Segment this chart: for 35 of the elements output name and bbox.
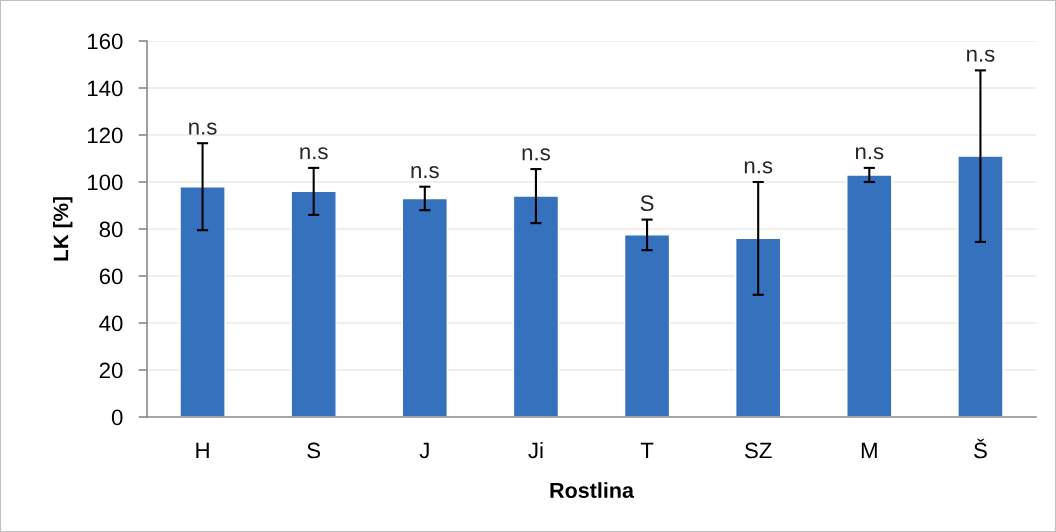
x-tick-label: M <box>861 442 877 459</box>
x-tick-label: T <box>640 442 654 459</box>
x-tick-label: Ji <box>528 442 543 459</box>
bar <box>179 186 226 417</box>
x-tick-label: J <box>419 442 429 459</box>
annotation: n.s <box>855 147 884 160</box>
y-tick-label: 60 <box>99 268 123 285</box>
annotation: n.s <box>189 122 217 135</box>
bar <box>957 155 1004 417</box>
bar <box>623 234 671 417</box>
annotation: n.s <box>967 49 995 62</box>
bar <box>512 195 560 417</box>
y-tick-label: 80 <box>99 221 123 238</box>
x-axis-title: Rostlina <box>550 482 635 498</box>
annotation: n.s <box>300 147 328 160</box>
bar <box>290 190 337 417</box>
y-axis-title: LK [%] <box>53 197 73 261</box>
y-tick-label: 0 <box>111 409 123 426</box>
y-tick-label: 160 <box>88 33 123 50</box>
bar <box>734 237 782 417</box>
annotation: n.s <box>522 148 550 161</box>
y-tick-label: 100 <box>88 174 123 191</box>
bar <box>846 174 893 417</box>
x-tick-label: Š <box>974 438 987 459</box>
y-tick-label: 20 <box>99 362 123 379</box>
x-tick-label: SZ <box>745 442 772 459</box>
x-tick-label: H <box>196 442 209 459</box>
y-tick-label: 40 <box>99 315 123 332</box>
annotation: n.s <box>744 161 773 174</box>
annotation: n.s <box>411 165 439 179</box>
x-tick-label: S <box>307 442 321 459</box>
y-tick-label: 140 <box>88 80 123 97</box>
bar <box>401 197 449 417</box>
annotation: S <box>640 195 654 212</box>
y-tick-label: 120 <box>88 127 123 144</box>
